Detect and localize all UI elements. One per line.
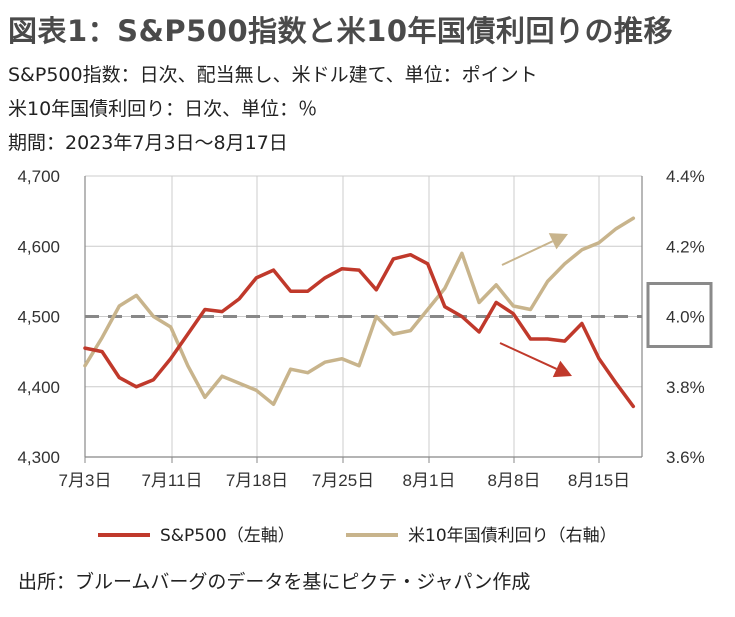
chart-title: 図表1：S&P500指数と米10年国債利回りの推移 xyxy=(8,14,674,48)
left-tick-label: 4,400 xyxy=(17,378,60,397)
sp500-down-arrow xyxy=(499,342,572,378)
x-tick-label: 8月1日 xyxy=(403,471,456,490)
sp500-line xyxy=(83,252,636,409)
legend-label-sp500: S&P500（左軸） xyxy=(160,526,295,546)
yield-line xyxy=(83,216,636,407)
source-note: 出所：ブルームバーグのデータを基にピクテ・ジャパン作成 xyxy=(18,571,531,593)
yield-up-arrow xyxy=(501,233,568,266)
right-tick-label: 3.6% xyxy=(666,448,705,467)
highlight-box-4pct xyxy=(646,282,713,348)
left-tick-label: 4,700 xyxy=(17,167,60,186)
x-tick-label: 8月15日 xyxy=(568,471,630,490)
right-tick-label: 4.4% xyxy=(666,167,705,186)
left-tick-label: 4,600 xyxy=(17,237,60,256)
legend-label-yield: 米10年国債利回り（右軸） xyxy=(408,526,617,546)
right-tick-label: 4.2% xyxy=(666,237,705,256)
subtitle-yield: 米10年国債利回り：日次、単位：％ xyxy=(8,98,318,120)
right-tick-label: 4.0% xyxy=(666,308,705,327)
x-tick-label: 8月8日 xyxy=(488,471,541,490)
right-tick-label: 3.8% xyxy=(666,378,705,397)
x-tick-label: 7月3日 xyxy=(59,471,112,490)
x-tick-label: 7月18日 xyxy=(226,471,288,490)
x-tick-label: 7月11日 xyxy=(141,471,202,490)
x-tick-label: 7月25日 xyxy=(312,471,374,490)
subtitle-sp500: S&P500指数：日次、配当無し、米ドル建て、単位：ポイント xyxy=(8,64,538,86)
left-tick-label: 4,500 xyxy=(17,308,60,327)
subtitle-period: 期間：2023年7月3日～8月17日 xyxy=(8,132,288,154)
left-tick-label: 4,300 xyxy=(17,448,60,467)
